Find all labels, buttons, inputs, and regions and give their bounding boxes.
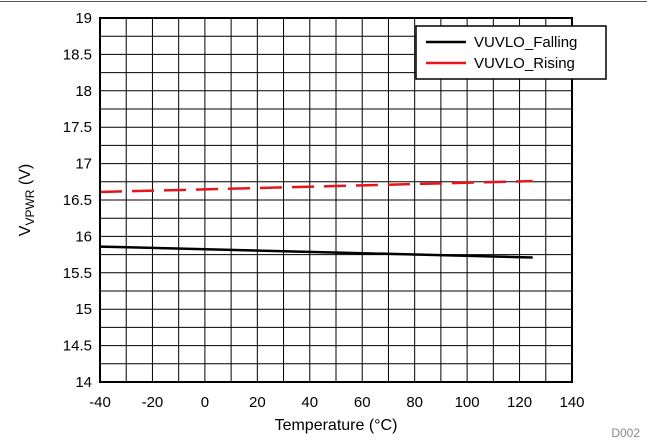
- y-tick-label: 14: [75, 374, 92, 391]
- x-tick-labels: -40 -20 0 20 40 60 80 100 120 140: [89, 394, 584, 411]
- y-tick-labels: 14 14.5 15 15.5 16 16.5 17 17.5 18 18.5 19: [63, 10, 92, 391]
- legend-label-rising: VUVLO_Rising: [474, 55, 575, 72]
- x-tick-label: 80: [406, 394, 423, 411]
- y-tick-label: 18: [75, 83, 92, 100]
- legend-label-falling: VUVLO_Falling: [474, 34, 577, 51]
- x-tick-label: 60: [354, 394, 371, 411]
- x-tick-label: -20: [142, 394, 164, 411]
- y-tick-label: 16.5: [63, 192, 92, 209]
- x-tick-label: -40: [89, 394, 111, 411]
- legend-box: [415, 25, 607, 80]
- x-tick-label: 40: [301, 394, 318, 411]
- y-tick-label: 15.5: [63, 265, 92, 282]
- y-axis-title-unit: (V): [17, 164, 34, 190]
- y-tick-label: 17.5: [63, 119, 92, 136]
- legend: VUVLO_Falling VUVLO_Rising: [415, 25, 607, 80]
- y-tick-label: 16: [75, 228, 92, 245]
- y-tick-label: 19: [75, 10, 92, 27]
- x-tick-label: 20: [249, 394, 266, 411]
- x-axis-title: Temperature (°C): [275, 417, 398, 434]
- x-tick-label: 120: [507, 394, 532, 411]
- plot-frame: [99, 17, 573, 383]
- series-line-falling: [99, 245, 533, 259]
- y-tick-label: 15: [75, 301, 92, 318]
- series-line-rising: [99, 179, 533, 194]
- x-tick-label: 0: [201, 394, 209, 411]
- y-axis-title-main: V: [17, 225, 34, 236]
- figure-id-label: D002: [611, 426, 640, 440]
- x-tick-label: 100: [455, 394, 480, 411]
- y-tick-label: 17: [75, 156, 92, 173]
- x-tick-label: 140: [559, 394, 584, 411]
- y-tick-label: 14.5: [63, 338, 92, 355]
- y-axis-title: VVPWR (V): [17, 164, 37, 236]
- y-tick-label: 18.5: [63, 46, 92, 63]
- series-group: [99, 179, 533, 259]
- y-axis-title-subscript: VPWR: [23, 189, 37, 225]
